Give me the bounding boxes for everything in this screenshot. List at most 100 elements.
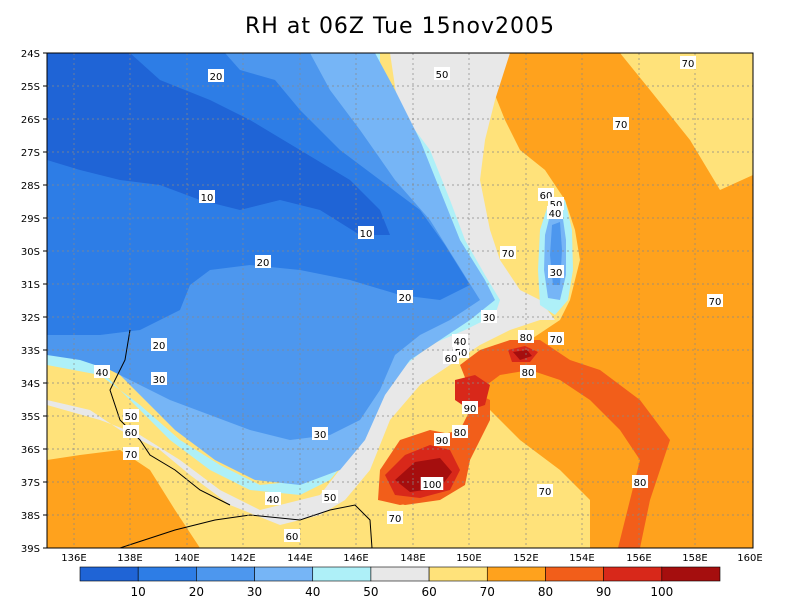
lon-label: 150E <box>456 553 481 564</box>
lat-label: 27S <box>21 148 40 159</box>
contour-label: 60 <box>443 351 459 365</box>
svg-text:50: 50 <box>550 200 563 211</box>
contour-label: 70 <box>707 294 723 308</box>
contour-label: 70 <box>680 56 696 70</box>
colorbar-swatch <box>312 566 372 582</box>
contour-label: 40 <box>547 206 563 220</box>
colorbar-swatch <box>428 566 488 582</box>
lat-label: 28S <box>21 181 40 192</box>
lon-label: 160E <box>737 553 762 564</box>
svg-text:60: 60 <box>125 428 138 439</box>
svg-text:90: 90 <box>436 436 449 447</box>
svg-text:60: 60 <box>540 191 553 202</box>
lon-label: 140E <box>174 553 199 564</box>
colorbar-swatch <box>370 566 430 582</box>
lat-label: 24S <box>21 49 40 60</box>
colorbar-swatch <box>661 566 721 582</box>
contour-label: 80 <box>452 425 468 439</box>
svg-text:60: 60 <box>445 354 458 365</box>
svg-text:70: 70 <box>615 120 628 131</box>
contour-label: 70 <box>500 246 516 260</box>
svg-text:50: 50 <box>125 412 138 423</box>
colorbar-label: 30 <box>247 585 262 599</box>
contour-label: 70 <box>613 117 629 131</box>
svg-text:40: 40 <box>454 337 467 348</box>
map-frame <box>46 52 754 549</box>
contour-label: 60 <box>284 529 300 543</box>
svg-text:80: 80 <box>522 368 535 379</box>
svg-text:70: 70 <box>502 249 515 260</box>
contour-label: 20 <box>255 255 271 269</box>
contour-label: 40 <box>265 492 281 506</box>
svg-text:30: 30 <box>483 313 496 324</box>
contour-label: 10 <box>199 190 215 204</box>
svg-text:80: 80 <box>520 333 533 344</box>
svg-text:70: 70 <box>550 335 563 346</box>
colorbar-label: 40 <box>305 585 320 599</box>
svg-text:70: 70 <box>389 514 402 525</box>
colorbar-swatch <box>79 566 139 582</box>
contour-label: 20 <box>208 69 224 83</box>
svg-text:60: 60 <box>286 532 299 543</box>
colorbar-label: 90 <box>596 585 611 599</box>
svg-text:80: 80 <box>454 428 467 439</box>
svg-text:40: 40 <box>549 209 562 220</box>
map-title: RH at 06Z Tue 15nov2005 <box>245 14 555 39</box>
lon-label: 142E <box>230 553 255 564</box>
svg-text:40: 40 <box>96 368 109 379</box>
lon-label: 136E <box>61 553 86 564</box>
contour-label: 30 <box>548 265 564 279</box>
colorbar-swatch <box>486 566 546 582</box>
lon-label: 152E <box>513 553 538 564</box>
colorbar: 10 20 30 40 50 60 70 80 90 100 <box>79 566 721 599</box>
svg-text:30: 30 <box>550 268 563 279</box>
lon-label: 158E <box>682 553 707 564</box>
lat-label: 30S <box>21 247 40 258</box>
lat-label: 39S <box>21 544 40 555</box>
svg-text:100: 100 <box>422 480 441 491</box>
contour-label: 40 <box>452 334 468 348</box>
svg-text:20: 20 <box>153 341 166 352</box>
lon-label: 146E <box>343 553 368 564</box>
lat-label: 34S <box>21 379 40 390</box>
colorbar-swatch <box>137 566 197 582</box>
contour-labels: 20 50707010102020605040703030203040506080… <box>94 56 723 543</box>
svg-text:30: 30 <box>153 375 166 386</box>
contour-label: 50 <box>322 490 338 504</box>
contour-label: 80 <box>520 365 536 379</box>
lat-label: 33S <box>21 346 40 357</box>
svg-text:50: 50 <box>436 70 449 81</box>
colorbar-swatch <box>196 566 255 582</box>
lat-label: 36S <box>21 445 40 456</box>
lon-label: 144E <box>287 553 312 564</box>
contour-label: 90 <box>434 433 450 447</box>
colorbar-label: 10 <box>131 585 146 599</box>
contour-label: 70 <box>548 332 564 346</box>
contour-label: 20 <box>151 338 167 352</box>
latitude-labels: 24S 25S 26S 27S 28S 29S 30S 31S 32S 33S 34S 35S 36S 3… <box>21 49 47 555</box>
contour-label: 30 <box>151 372 167 386</box>
colorbar-label: 20 <box>189 585 204 599</box>
svg-text:10: 10 <box>201 193 214 204</box>
svg-text:10: 10 <box>360 229 373 240</box>
contour-label: 90 <box>462 401 478 415</box>
lat-label: 31S <box>21 280 40 291</box>
contour-label: 40 <box>94 365 110 379</box>
contour-label: 70 <box>537 484 553 498</box>
svg-text:70: 70 <box>539 487 552 498</box>
colorbar-label: 70 <box>480 585 495 599</box>
svg-text:30: 30 <box>314 430 327 441</box>
lat-label: 32S <box>21 313 40 324</box>
svg-text:70: 70 <box>709 297 722 308</box>
colorbar-swatch <box>254 566 314 582</box>
svg-text:20: 20 <box>210 72 223 83</box>
contour-label: 50 <box>434 67 450 81</box>
svg-text:80: 80 <box>634 478 647 489</box>
lon-label: 156E <box>626 553 651 564</box>
svg-text:40: 40 <box>267 495 280 506</box>
lat-label: 38S <box>21 511 40 522</box>
contour-label: 10 <box>358 226 374 240</box>
lat-label: 35S <box>21 412 40 423</box>
svg-text:20: 20 <box>257 258 270 269</box>
